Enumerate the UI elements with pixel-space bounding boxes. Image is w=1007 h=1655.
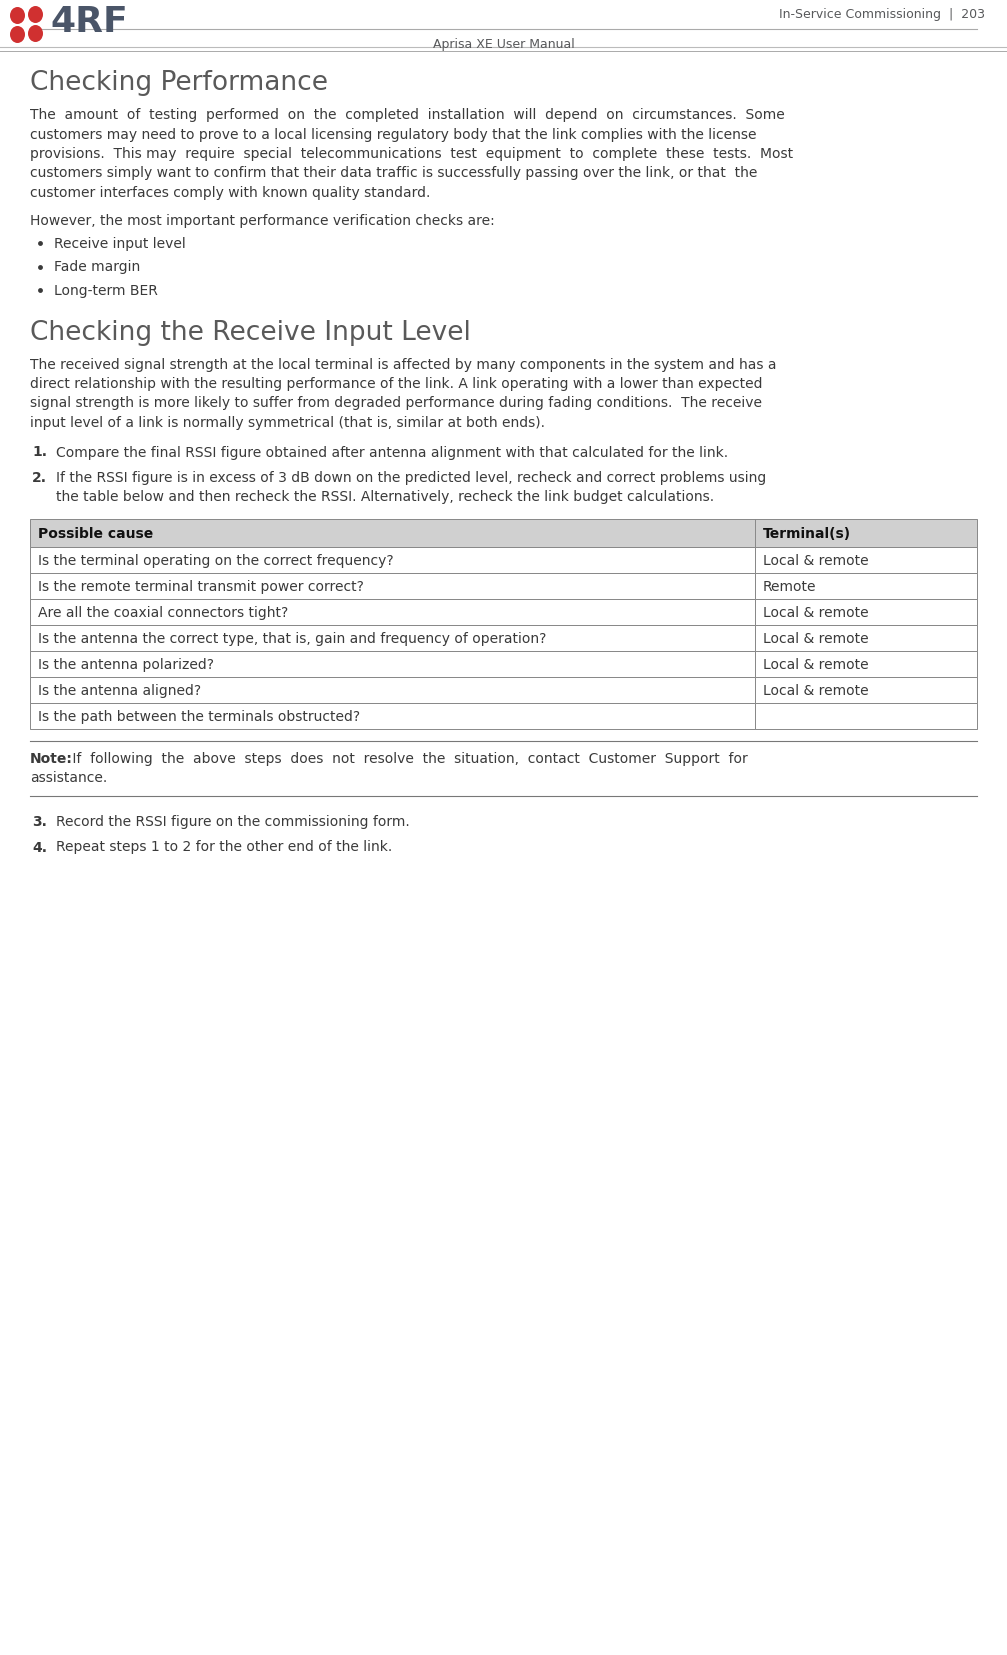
- Text: signal strength is more likely to suffer from degraded performance during fading: signal strength is more likely to suffer…: [30, 396, 762, 410]
- Text: Is the terminal operating on the correct frequency?: Is the terminal operating on the correct…: [38, 554, 394, 568]
- Text: Is the remote terminal transmit power correct?: Is the remote terminal transmit power co…: [38, 579, 364, 594]
- Text: Local & remote: Local & remote: [763, 554, 869, 568]
- Text: the table below and then recheck the RSSI. Alternatively, recheck the link budge: the table below and then recheck the RSS…: [56, 490, 714, 505]
- Text: Are all the coaxial connectors tight?: Are all the coaxial connectors tight?: [38, 606, 288, 619]
- Text: Repeat steps 1 to 2 for the other end of the link.: Repeat steps 1 to 2 for the other end of…: [56, 841, 393, 854]
- Text: Receive input level: Receive input level: [54, 237, 185, 252]
- Text: Checking Performance: Checking Performance: [30, 70, 328, 96]
- Text: Possible cause: Possible cause: [38, 526, 153, 541]
- Text: Local & remote: Local & remote: [763, 684, 869, 697]
- Text: Compare the final RSSI figure obtained after antenna alignment with that calcula: Compare the final RSSI figure obtained a…: [56, 445, 728, 458]
- Bar: [755, 677, 977, 703]
- Text: If the RSSI figure is in excess of 3 dB down on the predicted level, recheck and: If the RSSI figure is in excess of 3 dB …: [56, 470, 766, 485]
- Ellipse shape: [28, 7, 43, 23]
- Bar: [755, 626, 977, 652]
- Text: Long-term BER: Long-term BER: [54, 283, 158, 298]
- Text: customers may need to prove to a local licensing regulatory body that the link c: customers may need to prove to a local l…: [30, 127, 756, 141]
- Text: assistance.: assistance.: [30, 771, 108, 784]
- Bar: [30, 574, 755, 599]
- Text: Is the antenna aligned?: Is the antenna aligned?: [38, 684, 201, 697]
- Text: Is the path between the terminals obstructed?: Is the path between the terminals obstru…: [38, 710, 361, 723]
- Bar: [755, 599, 977, 626]
- Text: However, the most important performance verification checks are:: However, the most important performance …: [30, 213, 494, 227]
- Text: 4RF: 4RF: [50, 5, 128, 40]
- Bar: [755, 652, 977, 677]
- Text: 4.: 4.: [32, 841, 47, 854]
- Text: Aprisa XE User Manual: Aprisa XE User Manual: [433, 38, 574, 50]
- Bar: [755, 548, 977, 574]
- Text: Is the antenna polarized?: Is the antenna polarized?: [38, 657, 214, 672]
- Text: 3.: 3.: [32, 814, 47, 829]
- Bar: [30, 548, 755, 574]
- Text: 1.: 1.: [32, 445, 47, 458]
- Text: If  following  the  above  steps  does  not  resolve  the  situation,  contact  : If following the above steps does not re…: [68, 751, 748, 766]
- Text: provisions.  This may  require  special  telecommunications  test  equipment  to: provisions. This may require special tel…: [30, 147, 794, 161]
- Bar: [30, 599, 755, 626]
- Bar: [30, 703, 755, 730]
- Text: Is the antenna the correct type, that is, gain and frequency of operation?: Is the antenna the correct type, that is…: [38, 632, 547, 645]
- Text: customers simply want to confirm that their data traffic is successfully passing: customers simply want to confirm that th…: [30, 167, 757, 180]
- Text: customer interfaces comply with known quality standard.: customer interfaces comply with known qu…: [30, 185, 430, 200]
- Text: direct relationship with the resulting performance of the link. A link operating: direct relationship with the resulting p…: [30, 377, 762, 391]
- Text: Local & remote: Local & remote: [763, 632, 869, 645]
- Bar: [30, 626, 755, 652]
- Ellipse shape: [10, 8, 25, 25]
- Text: Remote: Remote: [763, 579, 817, 594]
- Text: Local & remote: Local & remote: [763, 657, 869, 672]
- Bar: [30, 520, 977, 548]
- Bar: [30, 677, 755, 703]
- Text: Record the RSSI figure on the commissioning form.: Record the RSSI figure on the commission…: [56, 814, 410, 829]
- Bar: [755, 703, 977, 730]
- Text: 2.: 2.: [32, 470, 47, 485]
- Text: The received signal strength at the local terminal is affected by many component: The received signal strength at the loca…: [30, 357, 776, 371]
- Text: In-Service Commissioning  |  203: In-Service Commissioning | 203: [779, 8, 985, 20]
- Ellipse shape: [10, 26, 25, 45]
- Text: Note:: Note:: [30, 751, 73, 766]
- Text: Terminal(s): Terminal(s): [763, 526, 851, 541]
- Bar: [30, 652, 755, 677]
- Text: The  amount  of  testing  performed  on  the  completed  installation  will  dep: The amount of testing performed on the c…: [30, 108, 784, 122]
- Text: Checking the Receive Input Level: Checking the Receive Input Level: [30, 319, 471, 346]
- Text: Fade margin: Fade margin: [54, 260, 140, 275]
- Ellipse shape: [28, 26, 43, 43]
- Text: input level of a link is normally symmetrical (that is, similar at both ends).: input level of a link is normally symmet…: [30, 415, 545, 430]
- Bar: [755, 574, 977, 599]
- Text: Local & remote: Local & remote: [763, 606, 869, 619]
